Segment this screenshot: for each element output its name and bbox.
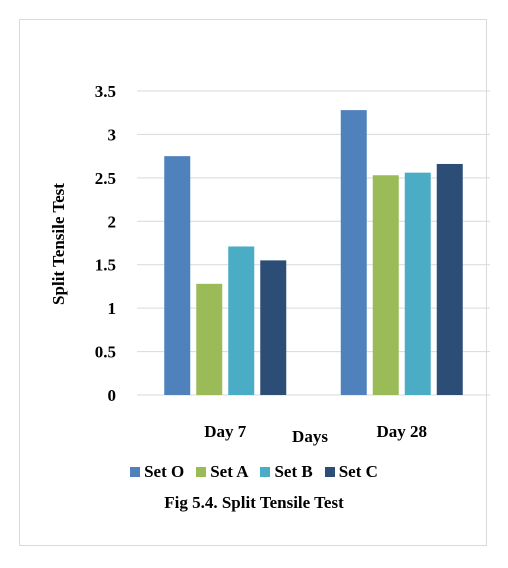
bar-set-o-day-7 (164, 156, 191, 395)
legend-swatch (130, 467, 141, 477)
legend-item: Set A (196, 462, 248, 482)
figure-caption: Fig 5.4. Split Tensile Test (164, 493, 344, 512)
y-axis-label: Split Tensile Test (49, 183, 68, 305)
x-tick-label: Day 28 (376, 422, 427, 441)
legend: Set O Set A Set B Set C (0, 462, 508, 482)
x-tick-labels: Day 7 Day 28 (204, 422, 427, 441)
bar-set-a-day-7 (196, 283, 223, 395)
y-tick-label: 3.5 (95, 82, 116, 101)
y-tick-label: 1 (108, 299, 117, 318)
legend-label: Set O (144, 462, 185, 481)
bar-set-a-day-28 (372, 175, 399, 395)
y-tick-labels: 0 0.5 1 1.5 2 2.5 3 3.5 (95, 82, 116, 405)
bar-set-b-day-7 (228, 246, 255, 395)
legend-swatch (260, 467, 271, 477)
legend-swatch (196, 467, 207, 477)
y-tick-label: 0.5 (95, 343, 116, 362)
x-axis-label: Days (292, 427, 328, 446)
y-tick-label: 2.5 (95, 169, 116, 188)
gridlines (137, 90, 490, 396)
y-tick-label: 2 (108, 212, 117, 231)
bar-set-c-day-28 (436, 163, 463, 395)
y-tick-label: 1.5 (95, 256, 116, 275)
bar-set-c-day-7 (260, 260, 287, 395)
y-tick-label: 0 (108, 386, 117, 405)
bar-set-b-day-28 (404, 172, 431, 395)
legend-item: Set O (130, 462, 184, 482)
legend-label: Set B (274, 462, 313, 481)
legend-label: Set A (210, 462, 249, 481)
legend-label: Set C (338, 462, 378, 481)
legend-item: Set B (260, 462, 313, 482)
x-tick-label: Day 7 (204, 422, 247, 441)
y-tick-label: 3 (108, 125, 117, 144)
bar-set-o-day-28 (340, 110, 367, 395)
legend-swatch (324, 467, 335, 477)
legend-item: Set C (324, 462, 378, 482)
bars (164, 110, 463, 395)
